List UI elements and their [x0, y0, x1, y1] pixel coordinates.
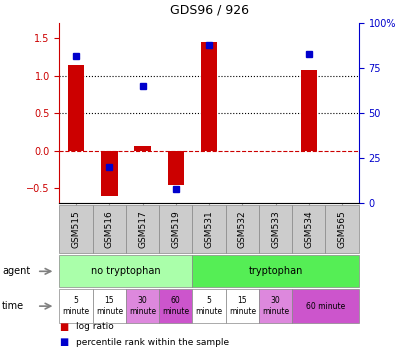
Text: 5
minute: 5 minute [195, 296, 222, 316]
Bar [101, 151, 117, 196]
Text: 60
minute: 60 minute [162, 296, 189, 316]
Text: GSM534: GSM534 [303, 211, 312, 248]
Text: GDS96 / 926: GDS96 / 926 [169, 3, 248, 16]
Text: GSM565: GSM565 [337, 211, 346, 248]
Text: GSM516: GSM516 [105, 211, 114, 248]
Text: 15
minute: 15 minute [228, 296, 255, 316]
Text: log ratio: log ratio [76, 322, 113, 331]
Text: ■: ■ [59, 337, 69, 347]
Text: GSM519: GSM519 [171, 211, 180, 248]
Text: agent: agent [2, 266, 30, 276]
Bar [300, 70, 317, 151]
Bar [134, 146, 151, 151]
Text: tryptophan: tryptophan [248, 266, 302, 276]
Bar [200, 42, 217, 151]
Text: GSM531: GSM531 [204, 211, 213, 248]
Bar [167, 151, 184, 185]
Text: percentile rank within the sample: percentile rank within the sample [76, 337, 228, 347]
Text: GSM533: GSM533 [270, 211, 279, 248]
Text: 30
minute: 30 minute [129, 296, 156, 316]
Text: 60 minute: 60 minute [305, 302, 344, 311]
Bar [67, 65, 84, 151]
Text: GSM532: GSM532 [237, 211, 246, 248]
Text: GSM515: GSM515 [72, 211, 81, 248]
Text: 30
minute: 30 minute [261, 296, 288, 316]
Text: ■: ■ [59, 322, 69, 332]
Text: 5
minute: 5 minute [62, 296, 90, 316]
Text: time: time [2, 301, 24, 311]
Text: 15
minute: 15 minute [96, 296, 123, 316]
Text: GSM517: GSM517 [138, 211, 147, 248]
Text: no tryptophan: no tryptophan [91, 266, 160, 276]
